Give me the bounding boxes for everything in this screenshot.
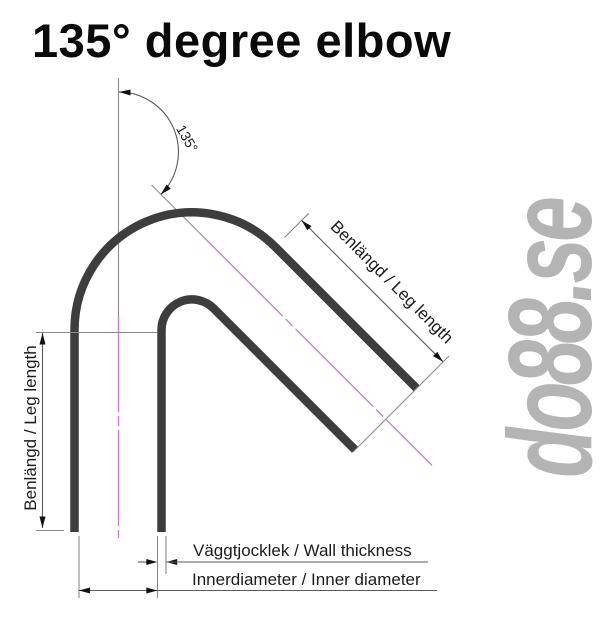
right-dimension-line — [301, 220, 444, 363]
tube-outer-wall — [70, 208, 420, 532]
tube-inner-wall — [157, 295, 359, 532]
left-leg-length-label: Benlängd / Leg length — [21, 345, 40, 510]
angle-arc-arrow-top — [119, 89, 131, 96]
left-dimension-arrow-top — [39, 333, 46, 345]
page-title: 135° degree elbow — [32, 14, 452, 67]
right-dimension-arrow-bottom — [433, 351, 443, 362]
right-extension-line-bottom — [352, 355, 450, 453]
wall-thickness-label: Väggtjocklek / Wall thickness — [193, 541, 412, 560]
wall-thickness-arrow-left — [146, 559, 158, 565]
right-dimension-arrow-top — [301, 220, 312, 231]
diagonal-centerline — [204, 237, 433, 466]
inner-diameter-label: Innerdiameter / Inner diameter — [192, 570, 421, 589]
left-dimension-arrow-bottom — [39, 516, 46, 528]
inner-diameter-arrow-left — [79, 587, 90, 594]
inner-diameter-arrow-right — [146, 587, 158, 594]
angle-dimension-arc — [118, 91, 179, 195]
right-leg-length-label: Benlängd / Leg length — [327, 217, 457, 347]
angle-arc-arrow-bottom — [160, 184, 171, 195]
right-extension-line-top — [284, 212, 310, 238]
